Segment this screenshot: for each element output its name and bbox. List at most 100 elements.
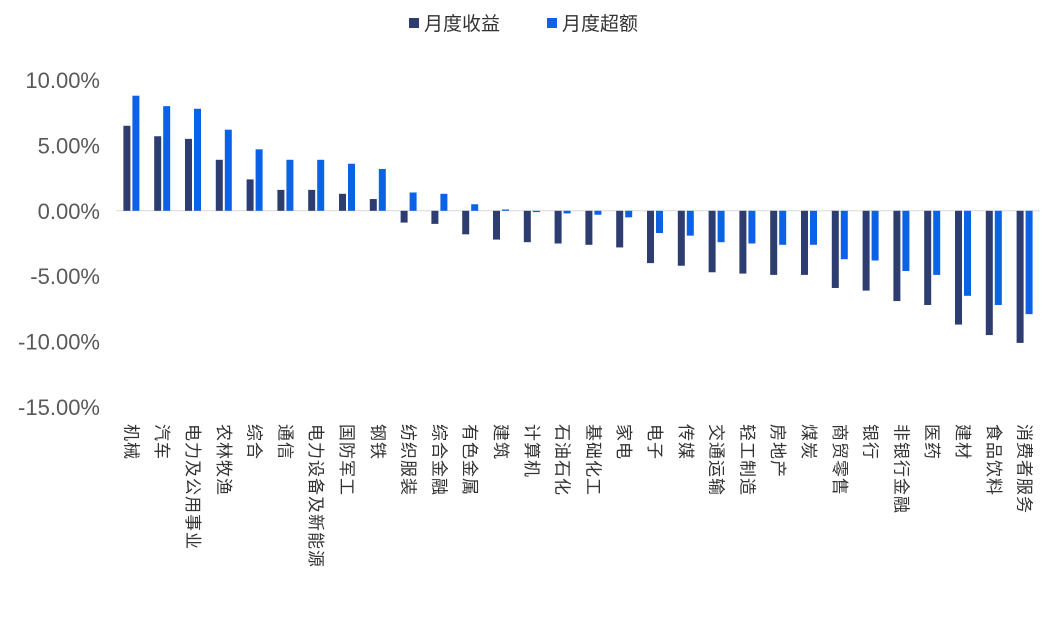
bar-monthly-excess-7 [348,163,355,211]
bar-monthly-excess-19 [717,210,725,243]
x-category-label: 建材 [952,424,972,460]
bar-monthly-return-2 [185,138,192,211]
x-category-label: 电子 [644,424,664,460]
bar-monthly-return-28 [985,210,993,336]
bar-monthly-excess-21 [779,210,787,245]
bar-monthly-excess-10 [440,193,448,211]
bar-monthly-return-16 [616,210,624,248]
bar-monthly-excess-25 [902,210,910,271]
x-category-label: 纺织服装 [398,424,418,496]
legend: 月度收益 月度超额 [409,13,638,35]
x-category-label: 商贸零售 [829,424,849,496]
x-category-label: 消费者服务 [1014,424,1034,514]
x-category-label: 综合金融 [428,424,448,496]
bar-monthly-return-24 [862,210,870,291]
x-category-label: 计算机 [521,424,541,478]
bar-monthly-return-7 [339,193,346,211]
bar-monthly-excess-11 [471,204,479,211]
legend-label-monthly-excess: 月度超额 [562,13,638,35]
bar-monthly-excess-15 [594,210,602,215]
bar-monthly-return-26 [924,210,932,305]
x-category-label: 房地产 [767,424,787,478]
bar-monthly-return-21 [770,210,778,275]
bar-monthly-excess-29 [1025,210,1033,315]
bar-monthly-excess-18 [686,210,694,236]
x-category-label: 有色金属 [459,424,479,496]
bar-monthly-return-13 [523,210,531,243]
bar-monthly-return-0 [123,125,131,211]
x-category-label: 家电 [613,424,633,460]
bar-monthly-return-27 [955,210,962,325]
y-axis: 10.00% 5.00% 0.00% -5.00% -10.00% -15.00% [18,68,100,420]
bar-monthly-excess-0 [132,95,140,211]
bar-monthly-excess-8 [378,168,386,211]
x-category-label: 基础化工 [582,424,602,496]
bar-monthly-return-1 [154,136,162,211]
x-category-label: 银行 [860,424,880,460]
bar-monthly-excess-27 [964,210,971,296]
legend-label-monthly-return: 月度收益 [424,13,500,35]
x-category-label: 国防军工 [336,424,356,496]
bar-monthly-excess-6 [317,159,325,211]
bar-monthly-return-22 [801,210,808,275]
bar-monthly-excess-22 [810,210,817,245]
x-category-label: 电力及公用事业 [182,424,202,550]
bar-monthly-return-19 [708,210,716,273]
bar-monthly-return-8 [369,199,377,211]
x-category-label: 机械 [120,424,140,460]
y-tick-label: -5.00% [30,264,100,289]
x-category-label: 通信 [274,424,294,460]
bar-monthly-return-12 [493,210,500,240]
bar-monthly-return-10 [431,210,439,224]
bar-monthly-excess-4 [255,149,263,211]
bar-monthly-excess-26 [933,210,941,275]
bar-monthly-excess-5 [286,159,294,211]
legend-swatch-monthly-excess [547,18,557,28]
bar-monthly-return-11 [462,210,470,235]
x-category-label: 交通运输 [706,424,726,496]
x-category-label: 食品饮料 [983,424,1003,496]
bar-monthly-return-9 [400,210,408,223]
x-category-label: 非银行金融 [890,424,910,514]
bar-monthly-excess-24 [871,210,879,261]
bar-monthly-return-3 [215,159,223,211]
x-category-label: 煤炭 [798,424,818,460]
y-tick-label: 5.00% [38,133,100,158]
bar-monthly-return-14 [554,210,562,244]
bar-monthly-excess-3 [224,129,232,211]
bar-monthly-excess-13 [532,210,540,213]
x-category-label: 医药 [921,424,941,460]
bar-monthly-return-29 [1016,210,1024,343]
bar-monthly-return-20 [739,210,747,274]
bar-monthly-excess-17 [656,210,663,234]
legend-swatch-monthly-return [409,18,419,28]
y-tick-label: -10.00% [18,330,100,355]
bar-monthly-return-15 [585,210,593,245]
x-category-label: 综合 [244,424,264,460]
bar-monthly-excess-2 [194,108,201,211]
bar-monthly-return-17 [647,210,654,264]
y-tick-label: 10.00% [25,68,100,93]
y-tick-label: -15.00% [18,395,100,420]
bar-monthly-return-5 [277,189,285,211]
x-category-label: 电力设备及新能源 [305,424,325,568]
bar-monthly-return-23 [831,210,839,288]
bar-monthly-return-25 [893,210,901,302]
x-category-label: 建筑 [490,424,510,460]
bars [123,95,1033,343]
x-category-label: 钢铁 [367,424,387,460]
bar-monthly-excess-28 [994,210,1002,305]
bar-monthly-excess-1 [163,106,171,211]
y-tick-label: 0.00% [38,199,100,224]
bar-monthly-return-4 [246,179,254,211]
bar-monthly-excess-12 [502,209,509,211]
x-category-label: 石油石化 [552,424,572,496]
bar-monthly-excess-20 [748,210,756,244]
x-category-label: 汽车 [151,424,171,460]
x-category-label: 农林牧渔 [213,424,233,496]
bar-monthly-excess-16 [625,210,633,218]
x-axis-labels: 机械 汽车 电力及公用事业 农林牧渔 综合 通信 电力设备及新能源 国防军工 钢铁 纺织服装 综合金… [120,424,1033,568]
bar-monthly-return-18 [677,210,685,266]
bar-monthly-excess-23 [840,210,848,260]
